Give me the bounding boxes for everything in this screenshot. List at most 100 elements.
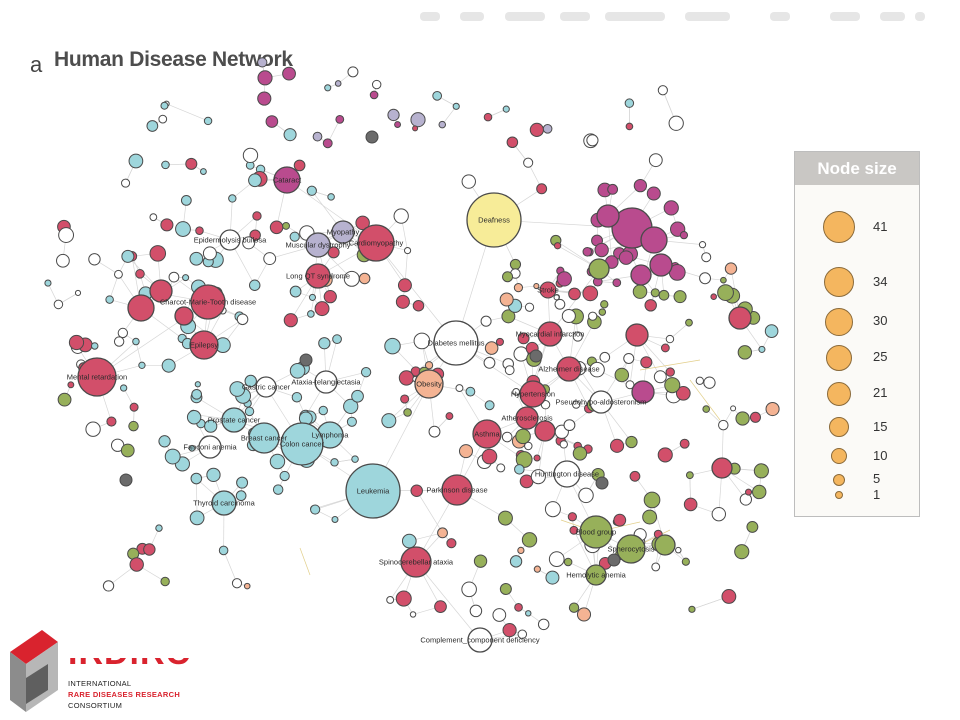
network-node bbox=[483, 112, 493, 122]
network-node bbox=[272, 484, 284, 495]
network-hub-node bbox=[357, 224, 395, 262]
network-node bbox=[484, 341, 499, 355]
network-node bbox=[394, 121, 402, 128]
network-node bbox=[120, 443, 135, 458]
network-node bbox=[734, 544, 750, 560]
legend-value: 10 bbox=[873, 448, 888, 463]
network-node bbox=[310, 504, 321, 515]
network-node bbox=[524, 302, 535, 312]
network-labels: Cataract Epidermolysis bullosa Myopathy Mus… bbox=[67, 176, 655, 645]
network-node bbox=[685, 318, 693, 327]
network-node bbox=[398, 370, 415, 386]
legend-dot bbox=[833, 474, 845, 486]
network-node bbox=[572, 446, 588, 461]
network-node bbox=[252, 211, 262, 221]
network-hub-node bbox=[631, 380, 655, 404]
legend-title: Node size bbox=[795, 152, 919, 185]
network-node-label: Myocardial infarction bbox=[516, 330, 585, 339]
network-node-label: Spherocytosis bbox=[607, 545, 654, 554]
network-node bbox=[492, 608, 507, 622]
network-hub-node bbox=[553, 460, 581, 488]
network-node bbox=[483, 356, 496, 369]
network-node bbox=[753, 463, 769, 479]
network-node bbox=[410, 484, 423, 498]
network-node bbox=[432, 90, 443, 101]
network-node bbox=[545, 570, 560, 585]
network-node bbox=[158, 435, 171, 448]
network-node bbox=[502, 105, 510, 113]
network-node-label: Breast cancer bbox=[241, 434, 288, 443]
network-hub-node bbox=[519, 380, 547, 408]
network-node bbox=[257, 57, 268, 68]
network-node bbox=[644, 299, 657, 312]
network-node bbox=[643, 491, 661, 509]
network-node bbox=[465, 386, 476, 397]
network-node bbox=[409, 611, 417, 618]
network-node bbox=[572, 331, 583, 342]
network-node bbox=[536, 183, 548, 195]
network-node bbox=[517, 546, 525, 555]
network-node bbox=[624, 98, 635, 108]
network-node bbox=[502, 623, 517, 638]
network-node bbox=[720, 276, 727, 284]
network-node bbox=[710, 293, 717, 300]
network-node bbox=[515, 428, 531, 445]
network-node bbox=[161, 358, 176, 373]
network-node bbox=[499, 583, 512, 596]
legend-entry: 1 bbox=[795, 485, 919, 505]
network-hub-node bbox=[589, 390, 613, 414]
network-node bbox=[330, 458, 339, 467]
network-node bbox=[343, 398, 359, 414]
network-node bbox=[633, 178, 648, 193]
network-node bbox=[529, 122, 544, 137]
network-node bbox=[289, 362, 306, 379]
network-node bbox=[346, 416, 357, 427]
network-node bbox=[718, 419, 729, 431]
network-node bbox=[269, 220, 284, 235]
network-node bbox=[218, 545, 229, 556]
network-node bbox=[88, 253, 101, 266]
legend-dot bbox=[835, 491, 843, 499]
network-node bbox=[556, 271, 572, 287]
network-node bbox=[121, 178, 131, 188]
network-hub-node bbox=[305, 263, 331, 289]
network-node bbox=[242, 147, 259, 164]
network-node bbox=[650, 288, 660, 298]
legend-value: 30 bbox=[873, 313, 888, 328]
legend-entry: 5 bbox=[795, 470, 919, 490]
network-hub-node bbox=[588, 258, 610, 280]
network-node bbox=[480, 315, 492, 327]
blurred-header-strip bbox=[300, 8, 940, 24]
network-node bbox=[746, 520, 759, 533]
network-node bbox=[283, 313, 298, 328]
network-node-label: Muscular dystrophy bbox=[285, 241, 350, 250]
legend-value: 1 bbox=[873, 487, 881, 502]
network-node bbox=[642, 509, 658, 525]
network-hub-node bbox=[534, 420, 556, 442]
network-edge bbox=[223, 550, 238, 584]
network-node-label: Pseudohypo-aldosteronism bbox=[556, 398, 647, 407]
network-node bbox=[129, 557, 144, 572]
network-hub-node bbox=[248, 422, 280, 454]
network-node bbox=[189, 510, 205, 526]
network-node bbox=[185, 157, 198, 170]
network-node bbox=[68, 334, 85, 351]
network-node bbox=[675, 385, 691, 401]
network-node bbox=[657, 85, 668, 96]
network-node bbox=[283, 128, 297, 142]
panel-letter: a bbox=[30, 52, 43, 77]
network-node bbox=[724, 262, 738, 275]
network-node bbox=[588, 311, 598, 321]
network-node bbox=[517, 629, 528, 639]
network-node bbox=[609, 438, 625, 453]
network-node bbox=[308, 293, 317, 301]
network-node bbox=[164, 448, 181, 465]
network-node bbox=[544, 501, 561, 518]
network-node bbox=[563, 419, 576, 432]
legend-entry: 34 bbox=[795, 267, 919, 297]
network-node bbox=[105, 295, 114, 304]
network-hub-node bbox=[305, 232, 331, 258]
network-node bbox=[717, 284, 734, 301]
network-node bbox=[514, 464, 525, 475]
